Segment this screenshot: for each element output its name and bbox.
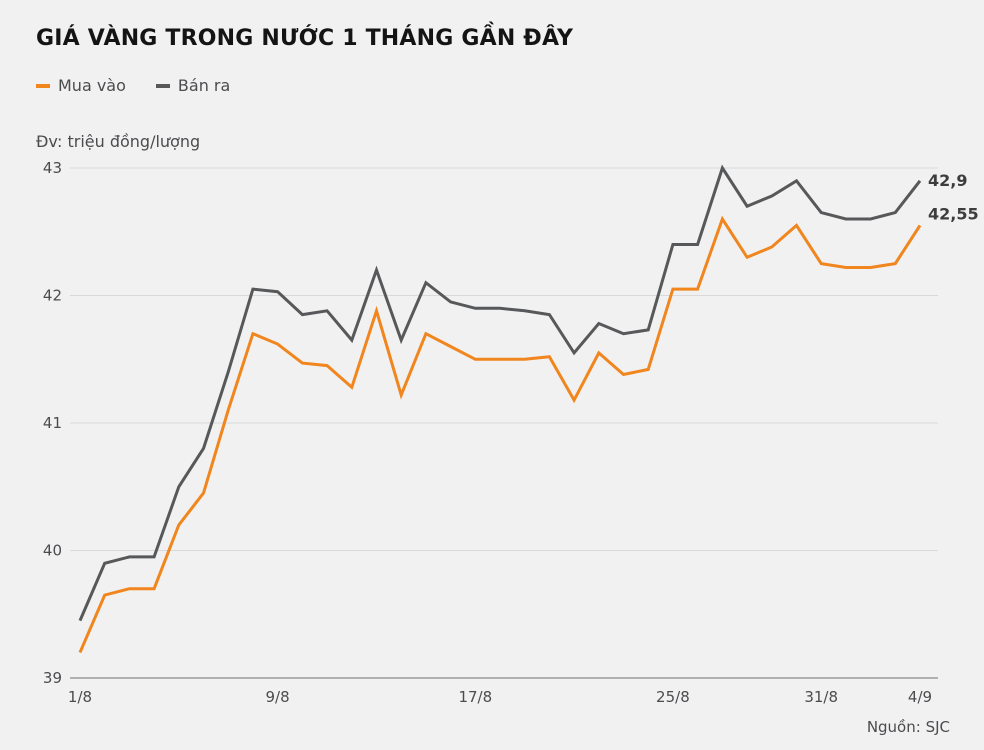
- source-label: Nguồn: SJC: [866, 718, 950, 736]
- y-tick-label: 43: [43, 159, 62, 177]
- legend-swatch-ban-ra-icon: [155, 83, 170, 88]
- x-tick-label: 1/8: [68, 688, 92, 706]
- unit-label: Đv: triệu đồng/lượng: [36, 132, 201, 151]
- x-tick-label: 17/8: [458, 688, 492, 706]
- y-tick-label: 42: [43, 287, 62, 305]
- y-tick-label: 39: [43, 669, 62, 687]
- end-value-label: 42,9: [928, 171, 967, 190]
- legend-label-ban-ra: Bán ra: [177, 76, 231, 95]
- series-line-mua-vào: [78, 215, 922, 654]
- x-tick-label: 9/8: [266, 688, 290, 706]
- end-value-label: 42,55: [928, 204, 979, 223]
- legend-swatch-mua-vao-icon: [36, 83, 50, 88]
- x-tick-label: 31/8: [804, 688, 838, 706]
- y-tick-label: 40: [43, 542, 62, 560]
- x-tick-label: 25/8: [656, 688, 690, 706]
- x-tick-label: 4/9: [908, 688, 932, 706]
- legend-label-mua-vao: Mua vào: [58, 76, 126, 95]
- y-tick-label: 41: [43, 414, 62, 432]
- legend: Mua vào Bán ra: [36, 76, 230, 95]
- legend-item-ban-ra: Bán ra: [155, 76, 231, 95]
- legend-item-mua-vao: Mua vào: [36, 76, 126, 95]
- chart-title: GIÁ VÀNG TRONG NƯỚC 1 THÁNG GẦN ĐÂY: [36, 26, 574, 51]
- series-line-bán-ra: [78, 164, 922, 622]
